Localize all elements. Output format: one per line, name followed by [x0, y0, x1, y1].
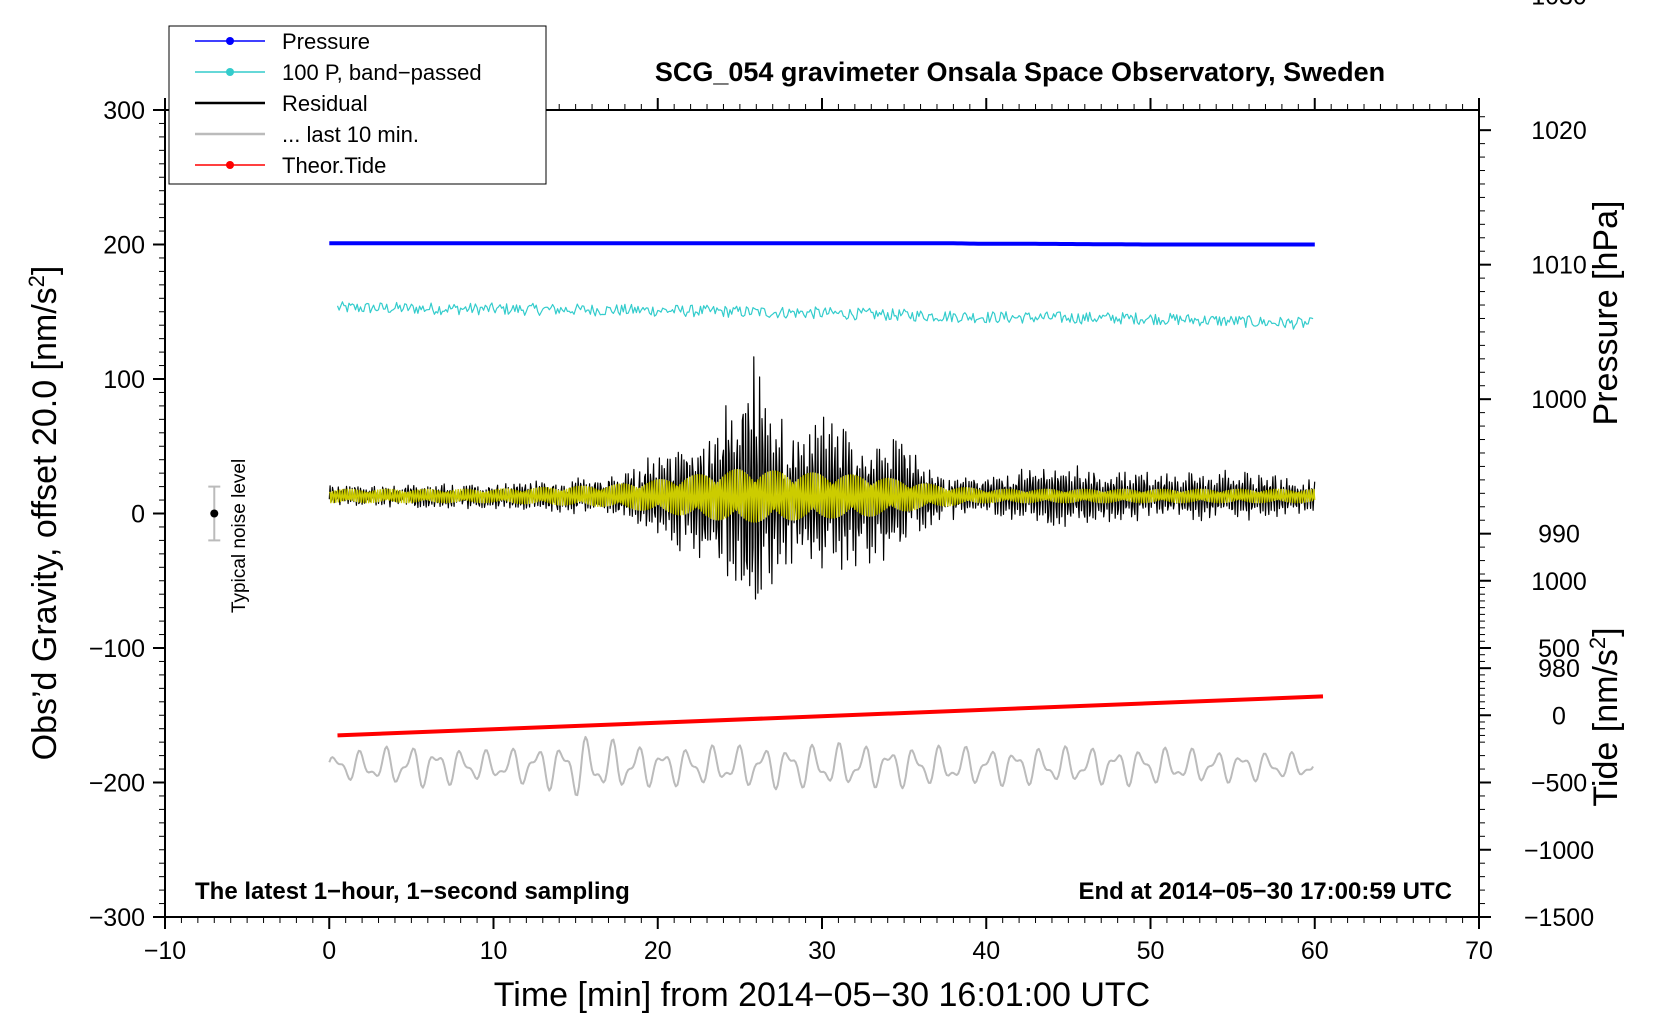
noise-bar-center [210, 509, 219, 518]
pressure-tick-label: 1000 [1531, 386, 1587, 414]
tide-tick-label: 0 [1552, 702, 1566, 730]
y-tick-label: 100 [103, 366, 145, 394]
pressure-axis-ticks: 1030 1020 1010 1000 990 980 [1479, 0, 1587, 736]
pressure-tick-label: 980 [1538, 655, 1580, 683]
x-tick-label: 10 [480, 937, 508, 965]
x-tick-label: 70 [1465, 937, 1493, 965]
noise-bar [208, 485, 221, 542]
end-time-note: End at 2014−05−30 17:00:59 UTC [1078, 878, 1452, 905]
y-tick-label: 0 [131, 501, 145, 529]
tide-axis-ticks: 1000 500 0 −500 −1000 −1500 [1479, 568, 1594, 932]
legend-label-last-10-min: ... last 10 min. [282, 122, 419, 147]
x-tick-label: 50 [1137, 937, 1165, 965]
x-axis-ticks: −10 0 10 20 30 40 50 60 70 [144, 98, 1493, 965]
series-theor-tide [337, 694, 1324, 738]
tide-tick-label: 500 [1538, 635, 1580, 663]
x-axis-title: Time [min] from 2014−05−30 16:01:00 UTC [494, 976, 1150, 1014]
y-tick-label: −100 [89, 635, 145, 663]
pressure-tick-label: 990 [1538, 521, 1580, 549]
pressure-tick-label: 1030 [1531, 0, 1587, 11]
legend-marker-pressure [226, 37, 234, 45]
sampling-note: The latest 1−hour, 1−second sampling [195, 878, 630, 905]
legend-marker-100-p-band-passed [226, 68, 234, 76]
x-tick-label: 30 [808, 937, 836, 965]
legend: Pressure 100 P, band−passed Residual ... la… [168, 25, 547, 185]
noise-label: Typical noise level [229, 459, 250, 613]
series-pressure [329, 241, 1315, 247]
y-axis-title: Obs’d Gravity, offset 20.0 [nm/s2] [24, 266, 65, 761]
pressure-tick-label: 1020 [1531, 117, 1587, 145]
y-tick-label: 300 [103, 97, 145, 125]
series-last-10-min [328, 735, 1314, 797]
series-100-p-band-passed [336, 301, 1314, 330]
y-axis-ticks: 300 200 100 0 −100 −200 −300 [89, 97, 165, 932]
series-residual [328, 356, 1316, 600]
tide-tick-label: 1000 [1531, 568, 1587, 596]
y-tick-label: 200 [103, 232, 145, 260]
series-layer [328, 241, 1324, 797]
x-tick-label: 60 [1301, 937, 1329, 965]
pressure-axis-title: Pressure [hPa] [1587, 201, 1625, 426]
x-tick-label: 0 [322, 937, 336, 965]
x-tick-label: 40 [972, 937, 1000, 965]
legend-label-100-p-band-passed: 100 P, band−passed [282, 60, 482, 85]
tide-tick-label: −1500 [1524, 904, 1594, 932]
pressure-tick-label: 1010 [1531, 252, 1587, 280]
legend-label-residual: Residual [282, 91, 368, 116]
y-tick-label: −300 [89, 904, 145, 932]
tide-tick-label: −500 [1531, 770, 1587, 798]
tide-axis-title: Tide [nm/s2] [1585, 627, 1626, 806]
legend-box [168, 25, 547, 185]
series-residual-filtered [328, 468, 1316, 523]
y-tick-label: −200 [89, 770, 145, 798]
chart-title: SCG_054 gravimeter Onsala Space Observat… [655, 57, 1385, 87]
legend-label-theor-tide: Theor.Tide [282, 153, 386, 178]
legend-marker-theor-tide [226, 161, 234, 169]
legend-label-pressure: Pressure [282, 29, 370, 54]
tide-tick-label: −1000 [1524, 837, 1594, 865]
x-tick-label: 20 [644, 937, 672, 965]
x-tick-label: −10 [144, 937, 186, 965]
